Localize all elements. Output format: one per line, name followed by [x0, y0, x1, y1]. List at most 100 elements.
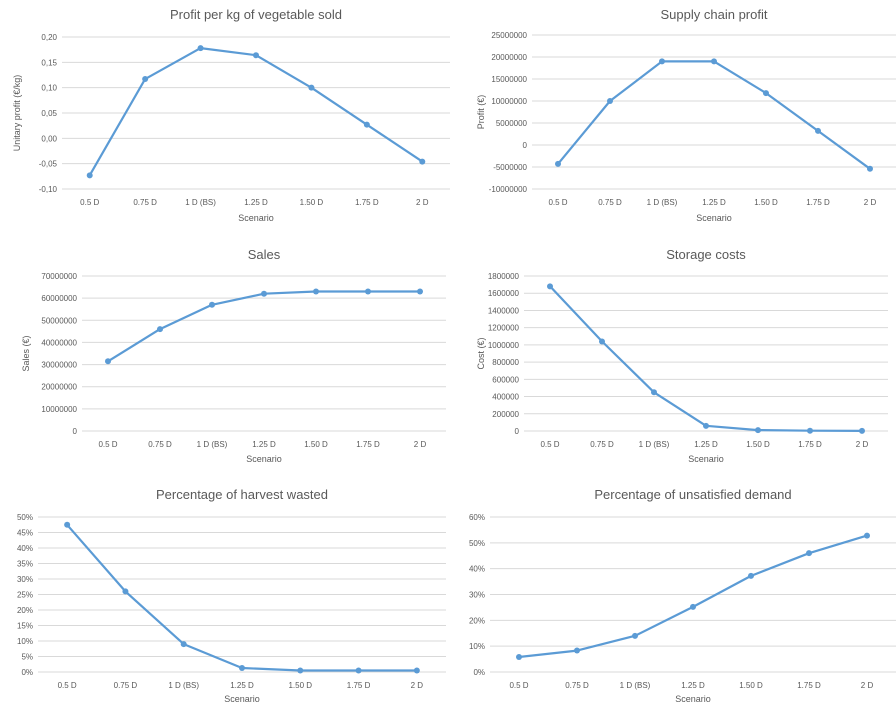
- x-tick-label: 1.75 D: [798, 440, 822, 449]
- y-axis-label: Profit (€): [476, 95, 486, 130]
- data-point: [86, 172, 93, 179]
- x-tick-label: 1.50 D: [746, 440, 770, 449]
- y-tick-label: 0: [523, 141, 528, 150]
- data-point: [807, 427, 813, 434]
- y-tick-label: 400000: [492, 393, 519, 402]
- y-tick-label: 10%: [17, 637, 33, 646]
- data-point: [197, 45, 204, 52]
- y-tick-label: 0: [515, 427, 520, 436]
- x-tick-label: 2 D: [856, 440, 869, 449]
- x-tick-label: 2 D: [411, 681, 424, 690]
- data-point: [142, 76, 149, 83]
- chart-panel-1: Profit per kg of vegetable sold -0,10 -0,0…: [12, 7, 450, 223]
- x-tick-label: 1.50 D: [288, 681, 312, 690]
- data-point: [313, 288, 319, 295]
- x-tick-label: 1.75 D: [806, 198, 830, 207]
- chart-panel-2: Supply chain profit -10000000 -5000000 0 500…: [476, 7, 896, 223]
- data-point: [607, 98, 613, 104]
- data-point: [365, 288, 371, 295]
- x-tick-label: 1.50 D: [304, 440, 328, 449]
- data-point: [859, 427, 865, 434]
- y-tick-label: 1600000: [488, 289, 520, 298]
- series-line: [557, 60, 871, 170]
- x-tick-label: 0.75 D: [590, 440, 614, 449]
- data-point: [867, 165, 873, 172]
- x-axis-label: Scenario: [688, 454, 724, 464]
- y-tick-label: 0%: [473, 668, 485, 677]
- data-point: [516, 654, 522, 661]
- y-tick-label: 0,20: [41, 33, 57, 42]
- x-tick-label: 1.25 D: [230, 681, 254, 690]
- data-point: [651, 389, 657, 396]
- y-tick-label: 40000000: [41, 338, 77, 347]
- y-tick-label: 200000: [492, 410, 519, 419]
- y-tick-label: 50%: [469, 539, 485, 548]
- data-point: [363, 121, 370, 128]
- series-line: [88, 46, 423, 176]
- y-tick-label: 0,10: [41, 84, 57, 93]
- chart-panel-3: Sales 0 10000000 20000000 30000000 40000000 50…: [21, 247, 446, 464]
- x-tick-label: 0.5 D: [80, 198, 99, 207]
- data-point: [180, 641, 187, 648]
- y-tick-label: 60000000: [41, 294, 77, 303]
- x-axis-label: Scenario: [224, 694, 260, 704]
- x-tick-label: 1.25 D: [681, 681, 705, 690]
- y-axis-label: Sales (€): [21, 335, 31, 371]
- data-point: [355, 667, 362, 674]
- y-tick-label: 0%: [21, 668, 33, 677]
- x-axis-label: Scenario: [675, 694, 711, 704]
- x-tick-label: 1 D (BS): [185, 198, 216, 207]
- x-tick-label: 2 D: [414, 440, 427, 449]
- data-point: [755, 427, 761, 434]
- data-point: [632, 632, 638, 639]
- data-point: [297, 667, 304, 674]
- data-point: [806, 550, 812, 557]
- y-tick-label: 1000000: [488, 341, 520, 350]
- data-point: [239, 664, 245, 671]
- y-tick-label: 30%: [469, 591, 485, 600]
- y-tick-label: 50000000: [41, 316, 77, 325]
- x-tick-label: 2 D: [861, 681, 874, 690]
- y-tick-label: 70000000: [41, 272, 77, 281]
- y-tick-label: 60%: [469, 513, 485, 522]
- chart-panel-6: Percentage of unsatisfied demand 0% 10% 20%…: [469, 487, 896, 704]
- x-tick-label: 0.5 D: [509, 681, 528, 690]
- y-tick-label: 15%: [17, 622, 33, 631]
- y-tick-label: 800000: [492, 358, 519, 367]
- y-tick-label: 40%: [469, 565, 485, 574]
- data-point: [690, 603, 696, 610]
- x-tick-label: 1 D (BS): [647, 198, 678, 207]
- y-tick-label: 1800000: [488, 272, 520, 281]
- y-tick-label: 20%: [469, 616, 485, 625]
- y-axis-label: Cost (€): [476, 337, 486, 369]
- y-tick-label: 1200000: [488, 324, 520, 333]
- y-tick-label: 10%: [469, 642, 485, 651]
- x-tick-label: 1.75 D: [347, 681, 371, 690]
- y-tick-label: 5000000: [496, 119, 528, 128]
- x-axis-label: Scenario: [246, 454, 282, 464]
- y-tick-label: 30%: [17, 575, 33, 584]
- x-tick-label: 1.75 D: [356, 440, 380, 449]
- y-tick-label: 25000000: [491, 31, 527, 40]
- y-tick-label: 0,15: [41, 58, 57, 67]
- y-tick-label: 50%: [17, 513, 33, 522]
- y-tick-label: 20000000: [41, 383, 77, 392]
- x-tick-label: 1.25 D: [694, 440, 718, 449]
- data-point: [711, 58, 717, 65]
- data-point: [308, 84, 315, 91]
- x-tick-label: 1.25 D: [702, 198, 726, 207]
- y-tick-label: 15000000: [491, 75, 527, 84]
- y-tick-label: 30000000: [41, 361, 77, 370]
- chart-panel-4: Storage costs 0 200000 400000 600000 800000 10…: [476, 247, 888, 464]
- x-tick-label: 0.5 D: [98, 440, 117, 449]
- chart-title: Supply chain profit: [661, 7, 768, 22]
- y-tick-label: -0,05: [39, 160, 58, 169]
- data-point: [815, 127, 821, 134]
- data-point: [763, 90, 769, 97]
- y-tick-label: 35%: [17, 560, 33, 569]
- x-tick-label: 1.50 D: [739, 681, 763, 690]
- data-point: [413, 667, 420, 674]
- x-tick-label: 1.75 D: [797, 681, 821, 690]
- data-point: [122, 588, 129, 595]
